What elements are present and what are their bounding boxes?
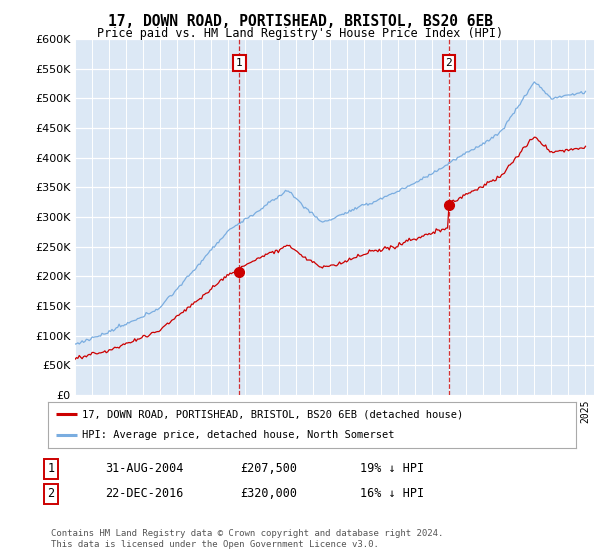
- Text: 2: 2: [446, 58, 452, 68]
- Text: 17, DOWN ROAD, PORTISHEAD, BRISTOL, BS20 6EB (detached house): 17, DOWN ROAD, PORTISHEAD, BRISTOL, BS20…: [82, 409, 464, 419]
- Text: HPI: Average price, detached house, North Somerset: HPI: Average price, detached house, Nort…: [82, 430, 395, 440]
- Text: 16% ↓ HPI: 16% ↓ HPI: [360, 487, 424, 501]
- Text: 1: 1: [47, 462, 55, 475]
- Text: Price paid vs. HM Land Registry's House Price Index (HPI): Price paid vs. HM Land Registry's House …: [97, 27, 503, 40]
- Text: 19% ↓ HPI: 19% ↓ HPI: [360, 462, 424, 475]
- Text: £320,000: £320,000: [240, 487, 297, 501]
- Text: 31-AUG-2004: 31-AUG-2004: [105, 462, 184, 475]
- Text: 17, DOWN ROAD, PORTISHEAD, BRISTOL, BS20 6EB: 17, DOWN ROAD, PORTISHEAD, BRISTOL, BS20…: [107, 14, 493, 29]
- Text: 1: 1: [236, 58, 243, 68]
- Text: Contains HM Land Registry data © Crown copyright and database right 2024.
This d: Contains HM Land Registry data © Crown c…: [51, 529, 443, 549]
- Text: 22-DEC-2016: 22-DEC-2016: [105, 487, 184, 501]
- Text: £207,500: £207,500: [240, 462, 297, 475]
- Text: 2: 2: [47, 487, 55, 501]
